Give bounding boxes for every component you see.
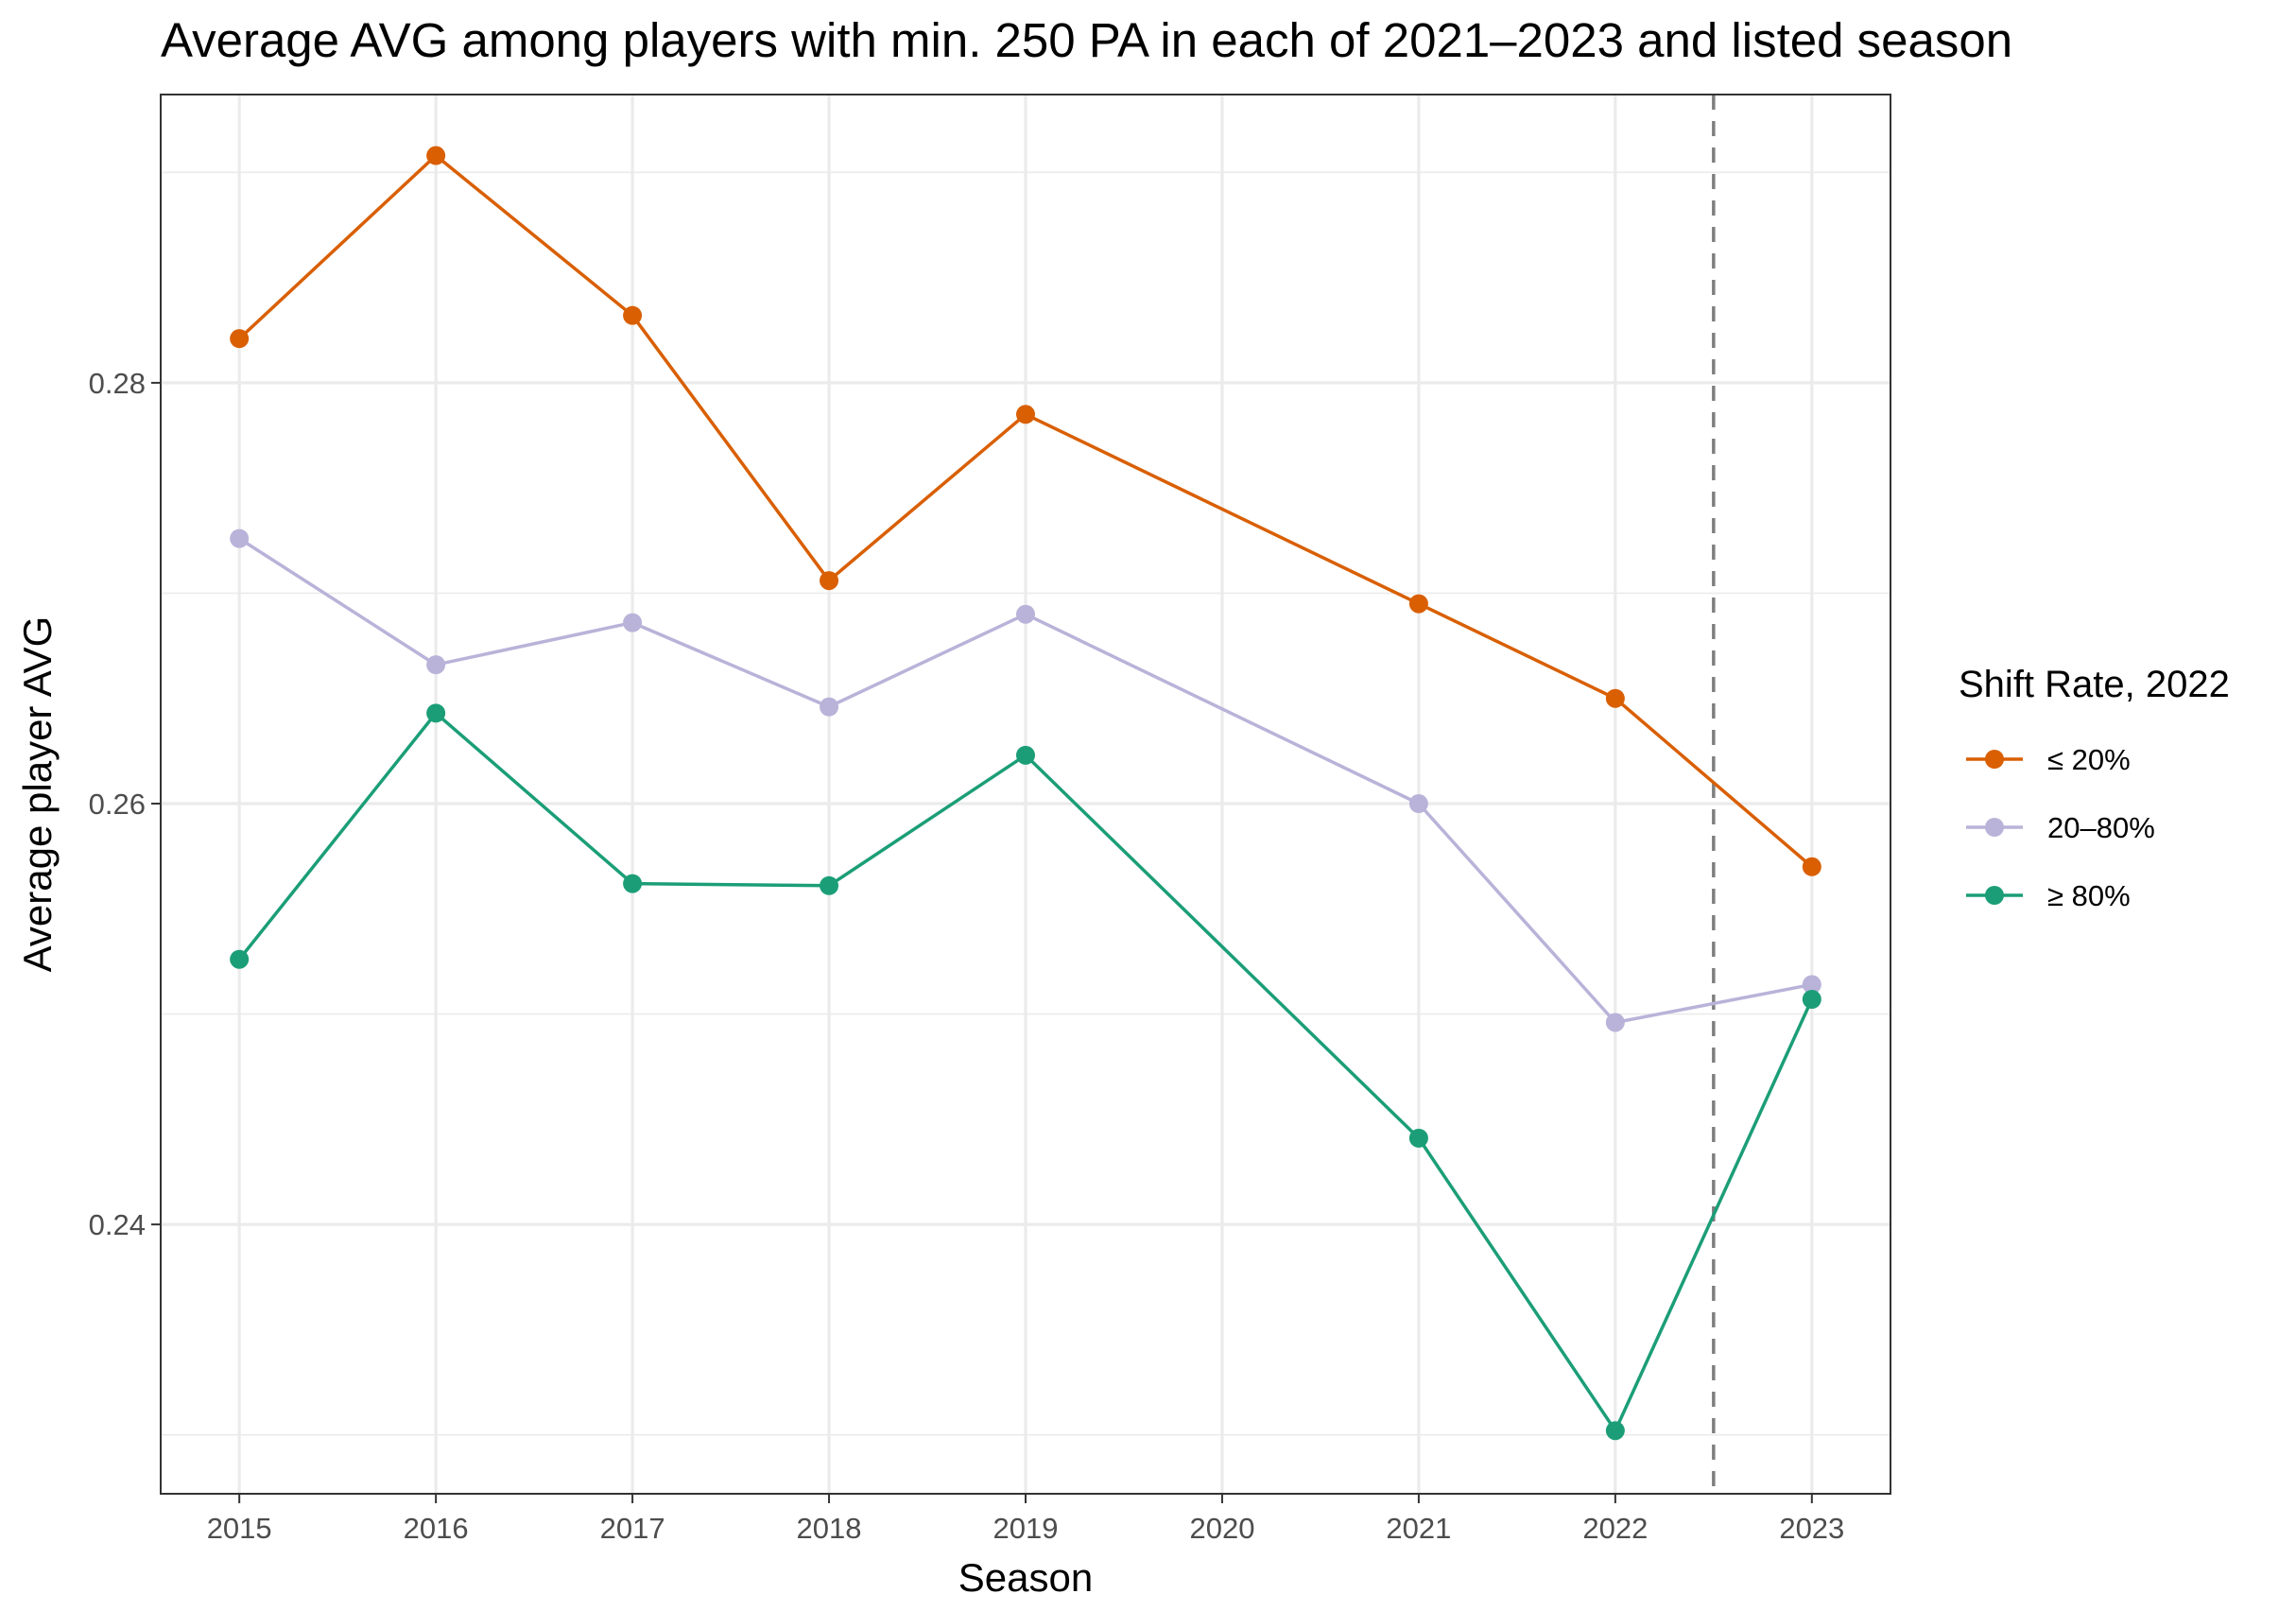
series-points [230, 146, 1821, 1441]
x-tick-label: 2017 [600, 1512, 665, 1545]
x-tick-label: 2023 [1779, 1512, 1844, 1545]
x-tick-label: 2015 [207, 1512, 272, 1545]
data-point [1408, 794, 1428, 814]
data-point [1802, 989, 1821, 1009]
data-point [820, 875, 839, 895]
data-point [426, 703, 446, 723]
legend-key-point [1985, 886, 2004, 905]
data-point [1016, 604, 1035, 624]
y-tick-label: 0.24 [89, 1208, 146, 1241]
data-point [623, 305, 643, 325]
legend-label: 20–80% [2047, 811, 2155, 844]
y-axis: 0.24 0.26 0.28 [89, 367, 161, 1241]
data-point [1802, 975, 1821, 995]
series-line-0 [238, 153, 1813, 869]
x-axis: 2015 2016 2017 2018 2019 2020 2021 2022 2023 [207, 1494, 1844, 1545]
data-point [230, 949, 250, 969]
y-tick-label: 0.26 [89, 788, 146, 821]
x-tick-label: 2022 [1582, 1512, 1648, 1545]
data-point [1802, 857, 1821, 876]
series-lines [237, 153, 1814, 1432]
data-point [1605, 1421, 1625, 1441]
data-point [1408, 594, 1428, 614]
data-point [820, 697, 839, 717]
data-point [230, 329, 250, 349]
legend-title: Shift Rate, 2022 [1959, 664, 2230, 705]
data-point [1605, 1013, 1625, 1032]
legend: Shift Rate, 2022 ≤ 20% 20–80% ≥ 80% [1959, 664, 2230, 912]
legend-label: ≤ 20% [2047, 743, 2131, 776]
series-line-1 [238, 537, 1813, 1025]
data-point [426, 146, 446, 165]
legend-key-point [1985, 750, 2004, 769]
data-point [230, 528, 250, 548]
y-tick-label: 0.28 [89, 367, 146, 400]
data-point [820, 571, 839, 591]
chart-title: Average AVG among players with min. 250 … [161, 13, 2012, 67]
data-point [623, 874, 643, 893]
data-point [623, 613, 643, 632]
x-tick-label: 2020 [1189, 1512, 1254, 1545]
y-axis-title: Average player AVG [15, 616, 60, 973]
legend-label: ≥ 80% [2047, 879, 2131, 912]
data-point [1016, 405, 1035, 424]
x-tick-label: 2018 [797, 1512, 862, 1545]
data-point [1016, 745, 1035, 765]
grid-major [161, 95, 1890, 1494]
legend-key-point [1985, 818, 2004, 837]
data-point [1605, 688, 1625, 708]
series-line-2 [237, 711, 1814, 1432]
x-tick-label: 2021 [1386, 1512, 1451, 1545]
data-point [426, 655, 446, 675]
data-point [1408, 1128, 1428, 1148]
x-axis-title: Season [958, 1555, 1093, 1600]
x-tick-label: 2019 [993, 1512, 1059, 1545]
x-tick-label: 2016 [404, 1512, 469, 1545]
